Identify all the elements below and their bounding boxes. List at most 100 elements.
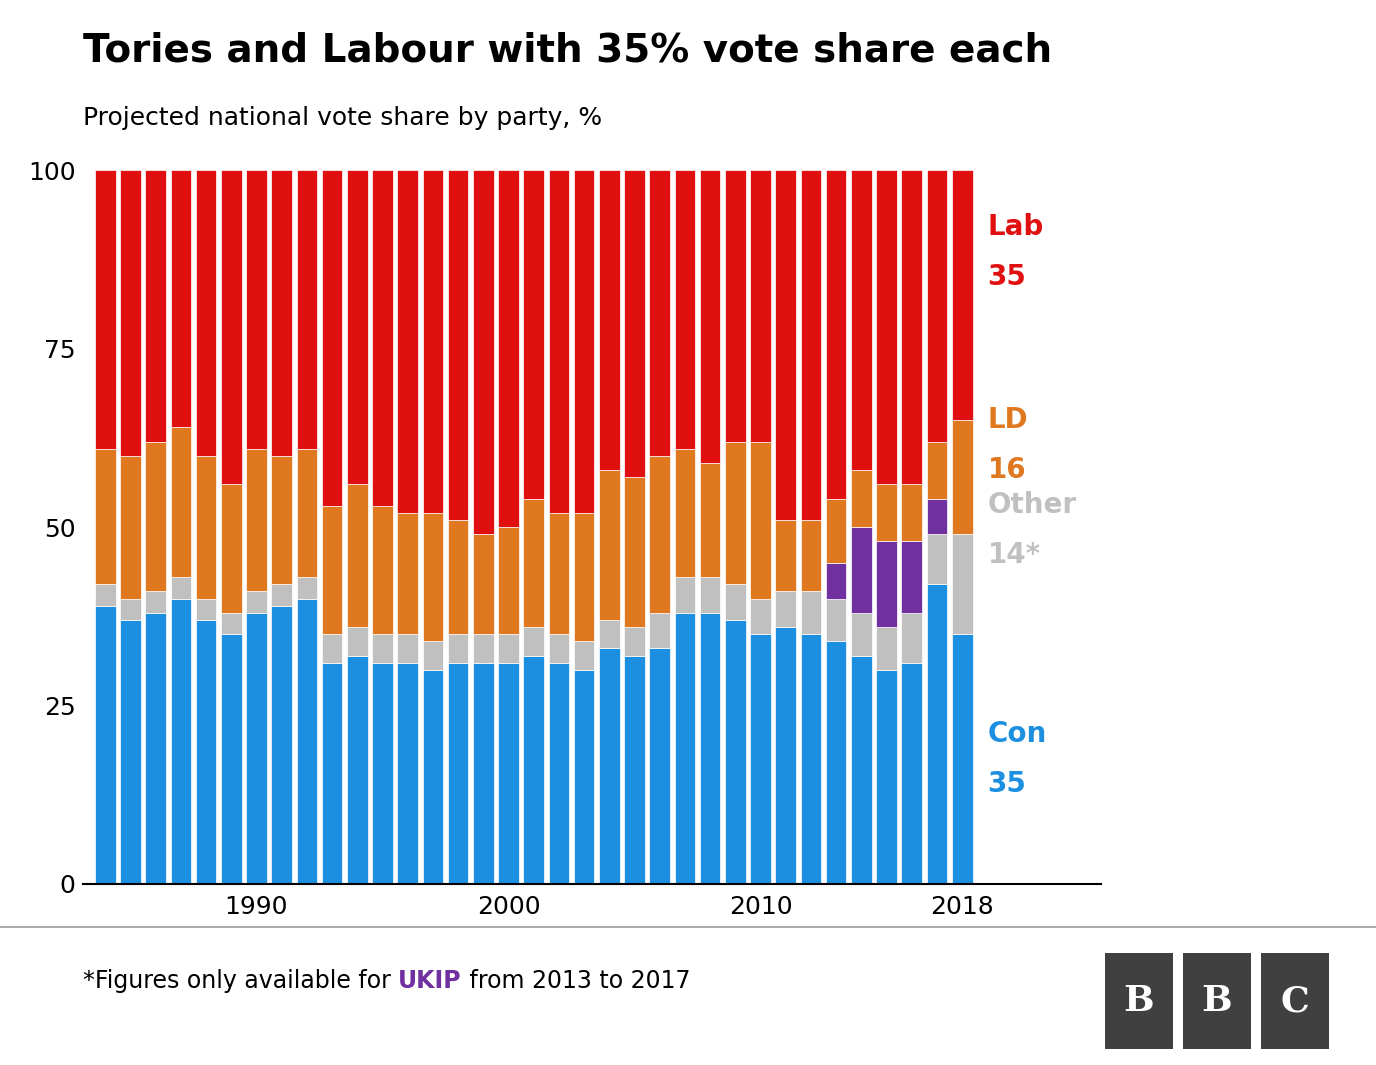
Bar bbox=[95, 448, 116, 585]
Bar bbox=[549, 513, 570, 634]
Bar bbox=[171, 577, 191, 599]
Bar bbox=[625, 627, 645, 656]
Bar bbox=[271, 456, 292, 585]
Text: LD: LD bbox=[988, 406, 1028, 433]
Bar bbox=[700, 463, 721, 577]
Bar bbox=[95, 170, 116, 448]
Bar bbox=[146, 591, 166, 612]
Bar bbox=[649, 456, 670, 612]
Bar bbox=[674, 577, 695, 612]
Bar bbox=[750, 634, 771, 884]
Bar bbox=[498, 634, 519, 662]
Bar bbox=[347, 656, 367, 884]
Text: B: B bbox=[1124, 984, 1154, 1018]
Bar bbox=[826, 498, 846, 562]
Bar bbox=[523, 627, 544, 656]
Bar bbox=[498, 662, 519, 884]
Bar bbox=[447, 170, 468, 520]
Bar bbox=[398, 170, 418, 513]
Bar bbox=[901, 541, 922, 612]
Bar bbox=[926, 170, 947, 442]
Text: 16: 16 bbox=[988, 456, 1026, 484]
Bar bbox=[271, 606, 292, 884]
Bar bbox=[95, 606, 116, 884]
Bar bbox=[826, 599, 846, 641]
Bar bbox=[195, 599, 216, 620]
Bar bbox=[1183, 953, 1251, 1049]
Bar bbox=[776, 170, 797, 520]
Bar bbox=[372, 662, 392, 884]
Bar bbox=[850, 527, 871, 612]
Bar bbox=[725, 620, 746, 884]
Bar bbox=[952, 420, 973, 535]
Bar bbox=[447, 520, 468, 634]
Bar bbox=[473, 662, 494, 884]
Bar bbox=[297, 448, 318, 577]
Bar bbox=[926, 585, 947, 884]
Bar bbox=[599, 170, 619, 470]
Bar bbox=[877, 627, 897, 670]
Bar bbox=[926, 535, 947, 585]
Bar bbox=[195, 456, 216, 599]
Bar bbox=[195, 620, 216, 884]
Bar bbox=[195, 170, 216, 456]
Bar bbox=[398, 634, 418, 662]
Bar bbox=[850, 612, 871, 656]
Bar bbox=[271, 170, 292, 456]
Bar bbox=[801, 520, 821, 591]
Bar bbox=[246, 612, 267, 884]
Bar bbox=[674, 170, 695, 448]
Bar bbox=[725, 170, 746, 442]
Text: Tories and Labour with 35% vote share each: Tories and Labour with 35% vote share ea… bbox=[83, 32, 1051, 70]
Bar bbox=[1260, 953, 1329, 1049]
Text: *Figures only available for: *Figures only available for bbox=[83, 969, 398, 994]
Bar bbox=[674, 448, 695, 577]
Text: B: B bbox=[1201, 984, 1233, 1018]
Bar bbox=[926, 442, 947, 498]
Bar bbox=[850, 656, 871, 884]
Bar bbox=[574, 170, 594, 513]
Bar bbox=[222, 612, 242, 634]
Bar bbox=[649, 649, 670, 884]
Bar bbox=[447, 634, 468, 662]
Bar bbox=[725, 442, 746, 585]
Bar bbox=[549, 170, 570, 513]
Bar bbox=[625, 477, 645, 627]
Bar bbox=[297, 599, 318, 884]
Bar bbox=[398, 513, 418, 634]
Bar bbox=[422, 170, 443, 513]
Bar bbox=[700, 577, 721, 612]
Bar bbox=[372, 170, 392, 506]
Bar bbox=[146, 442, 166, 591]
Bar bbox=[422, 670, 443, 884]
Bar bbox=[599, 620, 619, 649]
Bar bbox=[146, 170, 166, 442]
Bar bbox=[120, 620, 140, 884]
Text: UKIP: UKIP bbox=[398, 969, 461, 994]
Bar bbox=[297, 577, 318, 599]
Bar bbox=[398, 662, 418, 884]
Bar bbox=[750, 599, 771, 634]
Bar bbox=[649, 170, 670, 456]
Text: Lab: Lab bbox=[988, 213, 1043, 241]
Bar bbox=[826, 562, 846, 599]
Bar bbox=[347, 170, 367, 485]
Bar bbox=[750, 170, 771, 442]
Bar bbox=[120, 599, 140, 620]
Bar bbox=[447, 662, 468, 884]
Bar bbox=[473, 634, 494, 662]
Bar bbox=[700, 170, 721, 463]
Bar bbox=[877, 485, 897, 541]
Bar bbox=[549, 662, 570, 884]
Bar bbox=[120, 170, 140, 456]
Bar bbox=[473, 535, 494, 634]
Bar bbox=[725, 585, 746, 620]
Bar bbox=[901, 485, 922, 541]
Bar bbox=[625, 170, 645, 477]
Bar bbox=[776, 591, 797, 627]
Bar bbox=[498, 527, 519, 634]
Bar bbox=[599, 649, 619, 884]
Bar bbox=[952, 535, 973, 634]
Text: Other: Other bbox=[988, 491, 1076, 520]
Bar bbox=[246, 170, 267, 448]
